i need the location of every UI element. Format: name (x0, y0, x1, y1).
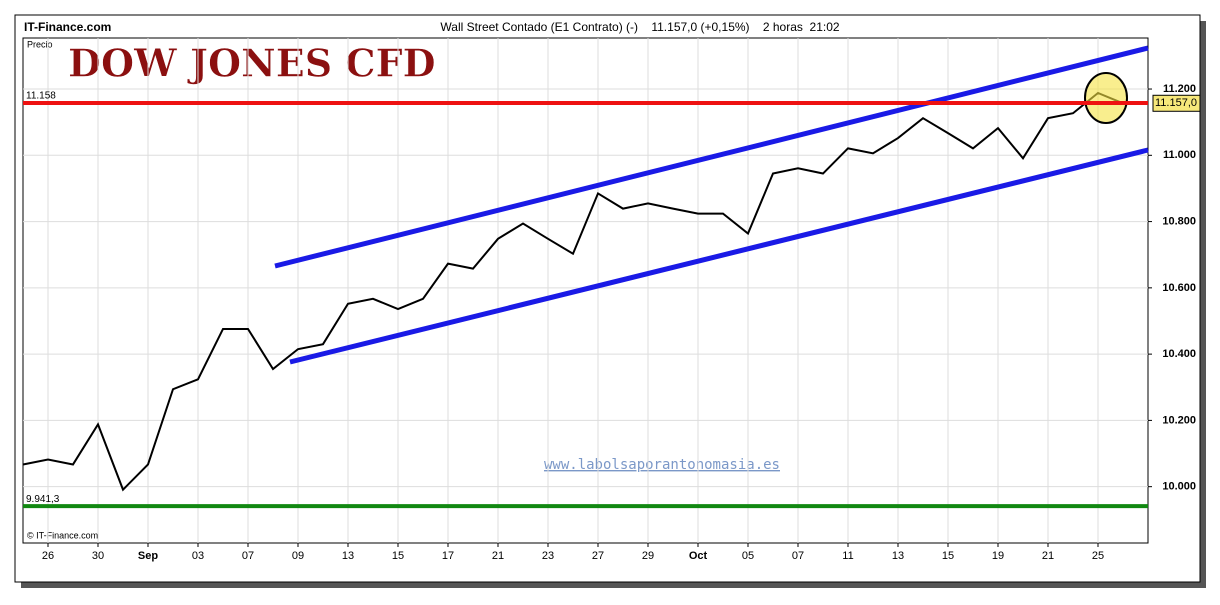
x-tick-label: 21 (1042, 550, 1054, 562)
x-tick-label: 13 (342, 550, 354, 562)
x-tick-label: 07 (242, 550, 254, 562)
y-tick-label: 10.400 (1162, 348, 1196, 360)
x-tick-label: 07 (792, 550, 804, 562)
subtitle: Wall Street Contado (E1 Contrato) (-) 11… (440, 20, 840, 34)
source: IT-Finance.com (24, 20, 111, 34)
x-tick-label: 29 (642, 550, 654, 562)
y-tick-label: 10.600 (1162, 282, 1196, 294)
y-tick-label: 11.000 (1163, 149, 1196, 161)
copyright: © IT-Finance.com (27, 530, 98, 540)
x-tick-label: 05 (742, 550, 754, 562)
channel-lower (289, 147, 1149, 365)
level-label: 9.941,3 (26, 494, 60, 505)
x-tick-label: 27 (592, 550, 604, 562)
last-price-label: 11.157,0 (1155, 97, 1197, 109)
x-tick-label: 26 (42, 550, 54, 562)
x-tick-label: 19 (992, 550, 1004, 562)
x-tick-label: 03 (192, 550, 204, 562)
y-tick-label: 10.200 (1162, 414, 1196, 426)
x-tick-label: 15 (942, 550, 954, 562)
level-label: 11.158 (26, 91, 56, 102)
x-tick-label: 15 (392, 550, 404, 562)
x-tick-label: 23 (542, 550, 554, 562)
chart-title: DOW JONES CFD (68, 41, 436, 86)
x-tick-label: 17 (442, 550, 454, 562)
x-tick-label: Oct (689, 550, 708, 562)
y-tick-label: 10.800 (1162, 215, 1196, 227)
x-tick-label: 11 (842, 550, 853, 562)
y-tick-label: 10.000 (1162, 481, 1196, 493)
channel-upper (274, 45, 1149, 269)
x-tick-label: 30 (92, 550, 104, 562)
x-tick-label: 25 (1092, 550, 1104, 562)
x-tick-label: 21 (492, 550, 504, 562)
x-tick-label: 13 (892, 550, 904, 562)
highlight-circle (1084, 72, 1128, 124)
x-tick-label: 09 (292, 550, 304, 562)
price-line (22, 91, 1124, 492)
y-tick-label: 11.200 (1163, 83, 1196, 95)
last-price-box (1152, 94, 1201, 112)
x-tick-label: Sep (138, 550, 158, 562)
watermark: www.labolsaporantonomasia.es (544, 457, 780, 473)
y-label: Precio (27, 39, 53, 49)
